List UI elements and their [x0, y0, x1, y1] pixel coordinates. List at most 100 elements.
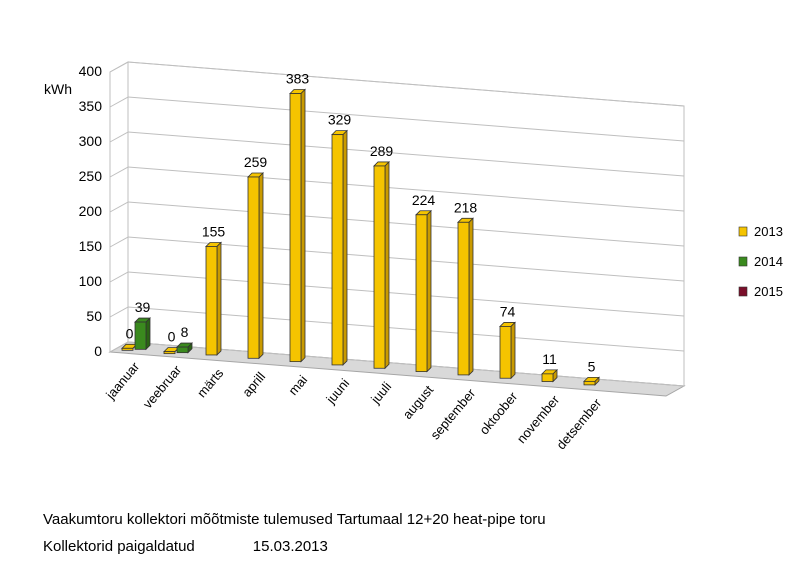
bar-front — [247, 176, 260, 359]
data-label: 39 — [135, 299, 151, 315]
bar-side — [258, 172, 264, 360]
y-axis-label: kWh — [44, 81, 72, 97]
legend-swatch — [738, 256, 748, 267]
bar — [541, 368, 558, 383]
bar — [373, 160, 390, 370]
caption-install-row: Kollektorid paigaldatud 15.03.2013 — [43, 538, 328, 555]
y-tick-label: 250 — [79, 168, 103, 184]
bar-front — [205, 246, 218, 356]
bar-front — [457, 221, 470, 376]
category-label: aprill — [239, 369, 268, 400]
caption-title: Vaakumtoru kollektori mõõtmiste tulemuse… — [43, 511, 546, 528]
gridline — [127, 61, 685, 107]
y-tick-label: 200 — [79, 203, 103, 219]
data-label: 0 — [126, 325, 134, 341]
legend-label: 2013 — [754, 224, 783, 239]
bar — [499, 321, 516, 380]
bar — [247, 172, 264, 360]
category-label: oktoober — [476, 388, 520, 437]
gridline-side — [109, 236, 129, 248]
bar-front — [373, 165, 386, 369]
bar — [331, 129, 348, 366]
bar — [289, 88, 306, 363]
bar-side — [145, 317, 151, 351]
caption-install-date: 15.03.2013 — [252, 538, 328, 555]
bar — [121, 343, 138, 351]
gridlines — [108, 61, 686, 397]
category-label: detsember — [553, 395, 604, 452]
gridline-side — [109, 306, 129, 318]
data-label: 224 — [412, 192, 436, 208]
bar-front — [163, 351, 176, 355]
gridline — [127, 166, 685, 212]
gridline-side — [109, 166, 129, 178]
data-label: 329 — [328, 112, 352, 128]
data-label: 155 — [202, 223, 226, 239]
bars — [121, 88, 600, 386]
data-label: 259 — [244, 154, 268, 170]
data-label: 0 — [168, 329, 176, 345]
category-label: juuni — [323, 376, 353, 408]
gridline-side — [109, 96, 129, 108]
bar — [205, 241, 222, 356]
caption-install-label: Kollektorid paigaldatud — [43, 538, 195, 555]
bar-side — [426, 209, 432, 373]
bar — [134, 317, 151, 351]
bar-front — [583, 380, 596, 386]
gridline — [127, 201, 685, 247]
category-label: august — [400, 382, 437, 422]
category-label: jaanuar — [102, 359, 142, 403]
bar-front — [289, 93, 302, 363]
bar-side — [342, 129, 348, 366]
category-label: veebruar — [140, 362, 185, 411]
y-tick-label: 50 — [86, 308, 102, 324]
gridline-side — [109, 131, 129, 143]
gridline-side — [109, 61, 129, 73]
y-tick-label: 0 — [94, 343, 102, 359]
bar-front — [176, 346, 189, 354]
data-label: 74 — [500, 303, 516, 319]
bar-front — [415, 214, 428, 372]
data-label: 383 — [286, 71, 310, 87]
bar-side — [510, 321, 516, 380]
category-label: september — [427, 385, 478, 442]
bar — [415, 209, 432, 373]
data-label: 218 — [454, 199, 478, 215]
bar-front — [499, 326, 512, 379]
y-tick-label: 150 — [79, 238, 103, 254]
category-label: november — [514, 392, 563, 446]
bar — [583, 376, 600, 386]
y-tick-label: 300 — [79, 133, 103, 149]
category-label: mai — [285, 372, 310, 398]
data-label: 8 — [181, 324, 189, 340]
legend-swatch — [738, 226, 748, 237]
bar-front — [121, 347, 134, 351]
y-axis-ticks: 0 50 100 150 200 250 300 350 400 — [79, 63, 103, 359]
gridline — [127, 96, 685, 142]
legend: 2013 2014 2015 — [738, 224, 783, 299]
gridline-side — [109, 341, 129, 353]
bar-side — [384, 160, 390, 370]
gridline-side — [109, 201, 129, 213]
bar — [457, 217, 474, 376]
legend-swatch — [738, 286, 748, 297]
bar-front — [331, 134, 344, 366]
category-label: juuli — [367, 379, 394, 407]
data-label: 5 — [588, 358, 596, 374]
gridline — [127, 131, 685, 177]
legend-label: 2014 — [754, 254, 783, 269]
y-tick-label: 100 — [79, 273, 103, 289]
category-label: märts — [194, 365, 227, 400]
bar-side — [468, 217, 474, 376]
y-tick-label: 400 — [79, 63, 103, 79]
y-tick-label: 350 — [79, 98, 103, 114]
bar-front — [541, 373, 554, 382]
data-label: 11 — [542, 351, 557, 367]
bar-front — [134, 321, 147, 350]
bar — [176, 342, 193, 354]
data-label: 289 — [370, 143, 394, 159]
bar-side — [216, 241, 222, 356]
legend-label: 2015 — [754, 284, 783, 299]
